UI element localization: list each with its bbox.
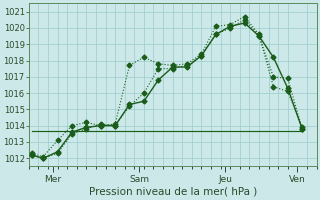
X-axis label: Pression niveau de la mer( hPa ): Pression niveau de la mer( hPa ) [89, 187, 257, 197]
